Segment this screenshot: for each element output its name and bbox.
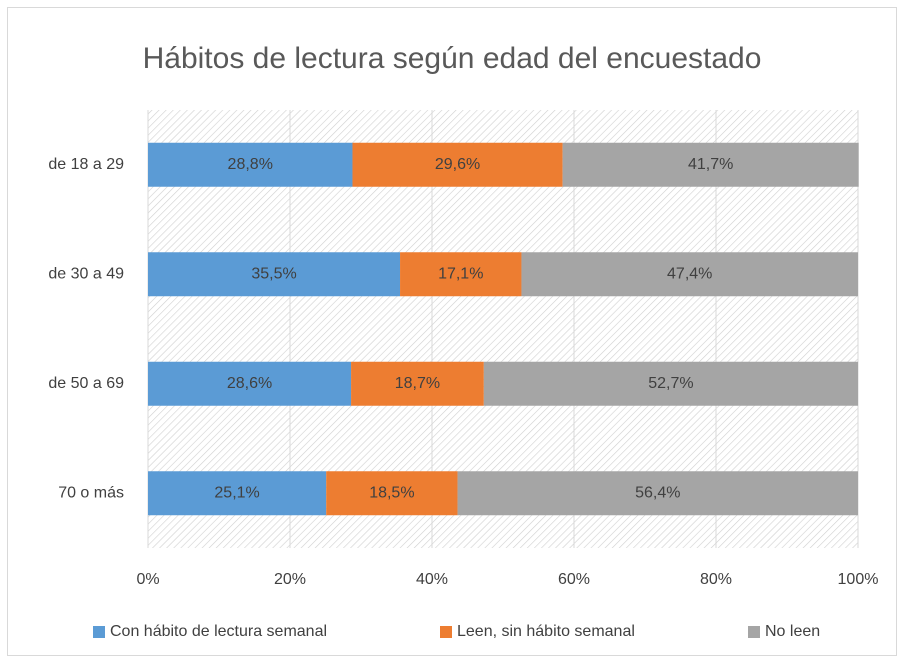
bar-segment <box>352 142 563 187</box>
y-tick-label: de 30 a 49 <box>48 265 124 282</box>
data-label: 18,7% <box>395 375 440 392</box>
bar-segment <box>148 361 352 406</box>
legend-label: No leen <box>765 623 820 640</box>
data-label: 41,7% <box>688 156 733 173</box>
data-label: 52,7% <box>648 375 693 392</box>
data-label: 35,5% <box>251 265 296 282</box>
legend-label: Con hábito de lectura semanal <box>110 623 327 640</box>
x-tick-label: 0% <box>136 571 159 588</box>
data-label: 25,1% <box>214 484 259 501</box>
data-label: 17,1% <box>438 265 483 282</box>
bar-segment <box>457 471 858 516</box>
x-tick-label: 60% <box>558 571 590 588</box>
data-label: 28,6% <box>227 375 272 392</box>
bar-segment <box>148 471 327 516</box>
bar-segment <box>521 252 858 297</box>
legend-swatch <box>93 626 105 638</box>
bar-segment <box>148 142 353 187</box>
legend-swatch <box>748 626 760 638</box>
bar-segment <box>483 361 858 406</box>
data-label: 56,4% <box>635 484 680 501</box>
bar-segment <box>562 142 859 187</box>
y-tick-label: de 50 a 69 <box>48 375 124 392</box>
bar-segment <box>326 471 458 516</box>
data-label: 28,8% <box>228 156 273 173</box>
x-tick-label: 20% <box>274 571 306 588</box>
bar-segment <box>148 252 401 297</box>
y-tick-label: de 18 a 29 <box>48 156 124 173</box>
y-tick-label: 70 o más <box>58 484 124 501</box>
x-tick-label: 100% <box>838 571 879 588</box>
data-label: 18,5% <box>369 484 414 501</box>
chart-title: Hábitos de lectura según edad del encues… <box>143 42 762 75</box>
bar-segment <box>351 361 484 406</box>
legend-label: Leen, sin hábito semanal <box>457 623 635 640</box>
data-label: 29,6% <box>435 156 480 173</box>
bar-segment <box>400 252 522 297</box>
legend-swatch <box>440 626 452 638</box>
x-tick-label: 40% <box>416 571 448 588</box>
x-tick-label: 80% <box>700 571 732 588</box>
data-label: 47,4% <box>667 265 712 282</box>
